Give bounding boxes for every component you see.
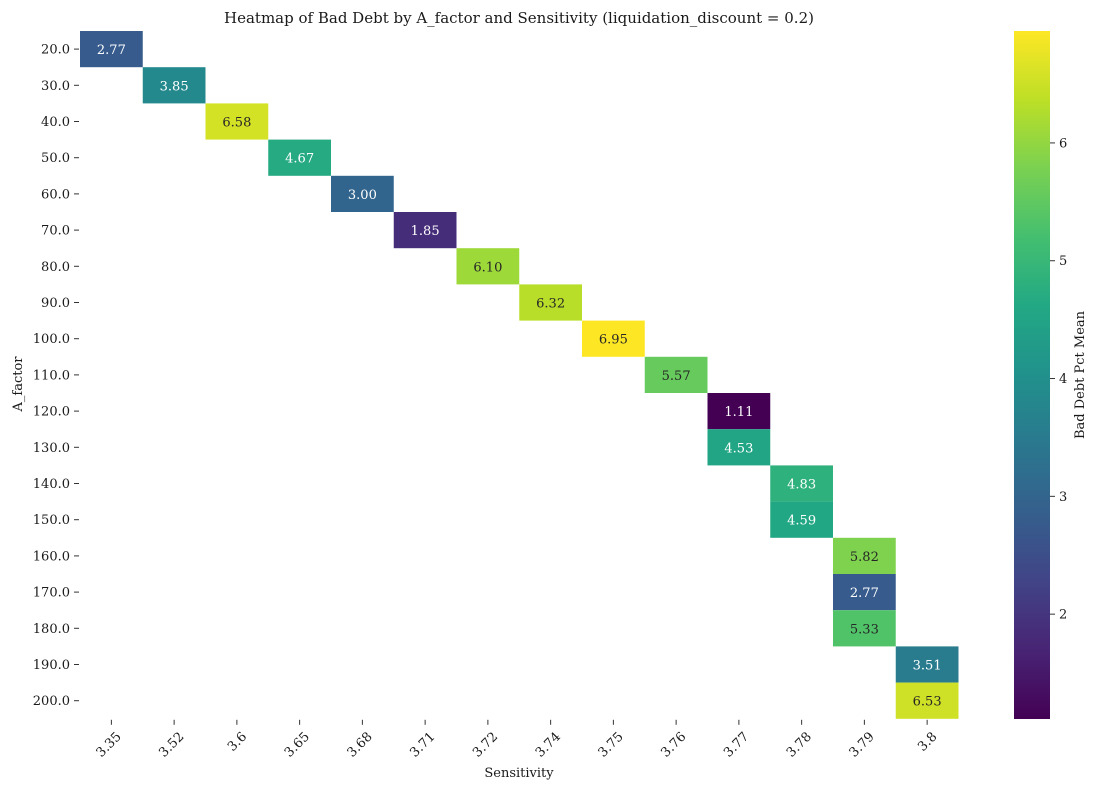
heatmap-cell	[644, 356, 708, 393]
cell-value-label: 6.32	[536, 297, 565, 312]
cell-value-label: 4.67	[285, 152, 314, 167]
y-tick-label: 90.0	[41, 296, 70, 311]
heatmap-cell	[833, 574, 896, 611]
cell-value-label: 2.77	[97, 43, 126, 58]
heatmap-cell	[770, 501, 833, 538]
heatmap-cell	[80, 31, 143, 68]
cell-value-label: 2.77	[850, 586, 879, 601]
colorbar-tick-label: 5	[1059, 254, 1067, 269]
y-tick-label: 50.0	[41, 151, 70, 166]
y-tick-label: 180.0	[33, 622, 70, 637]
x-axis-label: Sensitivity	[484, 766, 554, 781]
cell-value-label: 3.85	[160, 79, 189, 94]
x-axis-ticks: 3.35 3.52 3.6 3.65 3.68 3.71 3.72 3.74 3.75 3.76 3…	[94, 719, 940, 761]
cell-value-label: 6.53	[913, 695, 942, 710]
cell-value-label: 1.11	[724, 405, 753, 420]
colorbar-tick-label: 4	[1059, 372, 1067, 387]
heatmap-cell	[142, 67, 206, 104]
heatmap-cell	[833, 537, 896, 574]
heatmap-cell	[707, 429, 771, 466]
cell-value-label: 3.00	[348, 188, 377, 203]
cell-value-label: 5.82	[850, 550, 879, 565]
heatmap-cell	[331, 175, 394, 212]
y-tick-label: 190.0	[33, 658, 70, 673]
cell-value-label: 4.53	[724, 441, 753, 456]
x-tick-label: 3.6	[225, 729, 250, 754]
y-tick-label: 170.0	[33, 586, 70, 601]
heatmap-cell	[519, 284, 582, 321]
colorbar-tick-label: 6	[1059, 136, 1067, 151]
heatmap-cell	[770, 465, 833, 502]
x-tick-label: 3.52	[156, 729, 187, 760]
heatmap-cell	[205, 103, 269, 140]
chart-title: Heatmap of Bad Debt by A_factor and Sens…	[224, 9, 814, 27]
cell-value-label: 4.83	[787, 478, 816, 493]
x-tick-label: 3.77	[721, 729, 752, 760]
cell-value-label: 6.58	[222, 116, 251, 131]
y-tick-label: 120.0	[33, 405, 70, 420]
heatmap-cell	[707, 393, 771, 430]
x-tick-label: 3.8	[915, 729, 940, 754]
cell-value-label: 6.10	[473, 260, 502, 275]
colorbar-ticks: 2 3 4 5 6	[1050, 136, 1067, 623]
y-tick-label: 30.0	[41, 79, 70, 94]
y-tick-label: 40.0	[41, 115, 70, 130]
cell-value-label: 5.57	[662, 369, 691, 384]
y-tick-label: 20.0	[41, 43, 70, 58]
heatmap-cell	[833, 610, 896, 647]
x-tick-label: 3.35	[94, 729, 125, 760]
cell-value-label: 1.85	[411, 224, 440, 239]
x-tick-label: 3.74	[533, 729, 564, 760]
heatmap-cell	[393, 212, 457, 249]
colorbar-tick-label: 3	[1059, 490, 1067, 505]
y-tick-label: 70.0	[41, 224, 70, 239]
y-tick-label: 160.0	[33, 549, 70, 564]
y-tick-label: 150.0	[33, 513, 70, 528]
y-tick-label: 140.0	[33, 477, 70, 492]
colorbar	[1014, 31, 1050, 719]
heatmap-cell	[895, 682, 959, 719]
y-tick-label: 60.0	[41, 187, 70, 202]
heatmap-cell	[456, 248, 520, 285]
y-axis-ticks: 20.0 30.0 40.0 50.0 60.0 70.0 80.0 90.0 100.0 110…	[33, 43, 79, 709]
y-tick-label: 100.0	[33, 332, 70, 347]
x-tick-label: 3.65	[282, 729, 313, 760]
x-tick-label: 3.72	[470, 729, 501, 760]
x-tick-label: 3.78	[784, 729, 815, 760]
y-tick-label: 130.0	[33, 441, 70, 456]
y-tick-label: 80.0	[41, 260, 70, 275]
y-tick-label: 110.0	[33, 368, 70, 383]
heatmap-cell	[268, 139, 331, 176]
colorbar-label: Bad Debt Pct Mean	[1073, 310, 1088, 439]
cell-value-label: 6.95	[599, 333, 628, 348]
x-tick-label: 3.76	[658, 729, 689, 760]
colorbar-tick-label: 2	[1059, 608, 1067, 623]
heatmap-cell	[895, 646, 959, 683]
cell-value-label: 3.51	[913, 659, 942, 674]
cell-value-label: 4.59	[787, 514, 816, 529]
x-tick-label: 3.79	[847, 729, 878, 760]
x-tick-label: 3.68	[345, 729, 376, 760]
x-tick-label: 3.71	[407, 729, 438, 760]
y-tick-label: 200.0	[33, 694, 70, 709]
cell-value-label: 5.33	[850, 622, 879, 637]
y-axis-label: A_factor	[11, 356, 26, 413]
x-tick-label: 3.75	[596, 729, 627, 760]
heatmap-cell	[582, 320, 645, 357]
heatmap-cells: 2.77 3.85 6.58 4.67 3.00 1.85 6.10 6.32 6.95 5.57…	[80, 31, 959, 719]
